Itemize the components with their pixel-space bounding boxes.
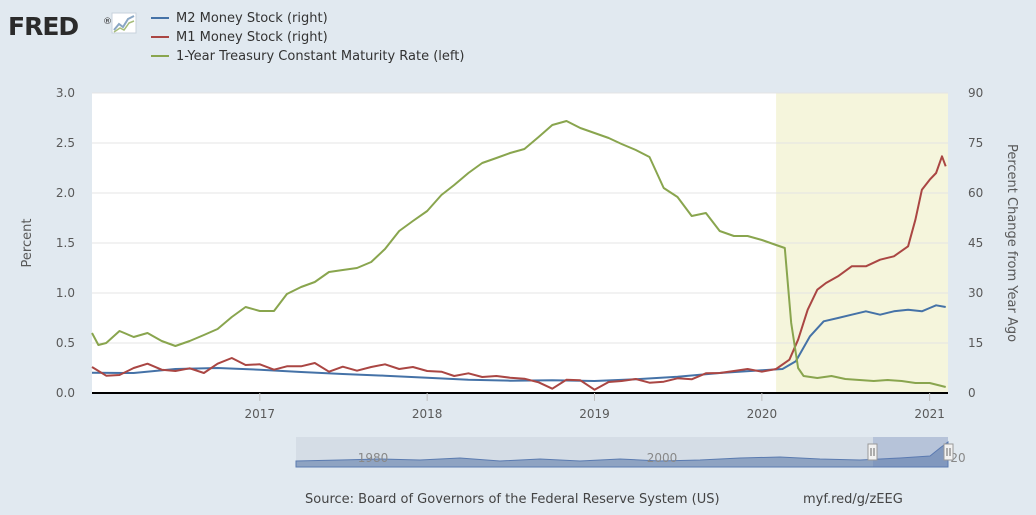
right-axis-title: Percent Change from Year Ago [1004,144,1019,342]
plot-area [91,92,948,394]
right-tick-label: 15 [968,336,983,350]
legend-label: M2 Money Stock (right) [176,11,328,26]
legend-label: 1-Year Treasury Constant Maturity Rate (… [176,49,464,64]
right-axis-ticks: 0 15 30 45 60 75 90 [968,86,983,400]
right-tick-label: 60 [968,186,983,200]
x-tick-label: 2019 [579,407,610,421]
fred-logo-text: FRED [8,12,78,41]
left-axis-ticks: 0.0 0.5 1.0 1.5 2.0 2.5 3.0 [56,86,75,400]
navigator-label-2000: 2000 [647,451,678,465]
left-tick-label: 3.0 [56,86,75,100]
registered-mark: ® [103,17,112,27]
series-line-1-year-treasury-constant-maturity-rate-left [91,120,946,388]
left-tick-label: 1.0 [56,286,75,300]
left-tick-label: 1.5 [56,236,75,250]
x-tick-label: 2018 [412,407,443,421]
range-navigator[interactable]: 1980 2000 20 [295,437,966,468]
right-tick-label: 75 [968,136,983,150]
navigator-right-handle[interactable] [943,443,954,461]
fred-logo[interactable]: FRED ® [8,12,137,41]
left-tick-label: 2.0 [56,186,75,200]
left-axis-title: Percent [20,219,35,268]
left-tick-label: 0.5 [56,336,75,350]
right-tick-label: 45 [968,236,983,250]
legend: M2 Money Stock (right) M1 Money Stock (ri… [151,11,464,64]
legend-item[interactable]: 1-Year Treasury Constant Maturity Rate (… [151,49,464,64]
series-lines [91,120,947,391]
navigator-selection[interactable] [873,437,948,467]
x-tick-label: 2021 [914,407,945,421]
x-tick-label: 2020 [747,407,778,421]
navigator-label-1980: 1980 [358,451,389,465]
series-line-m1-money-stock-right [91,155,947,391]
right-tick-label: 90 [968,86,983,100]
legend-label: M1 Money Stock (right) [176,30,328,45]
x-tick-label: 2017 [245,407,276,421]
right-tick-label: 0 [968,386,976,400]
legend-item[interactable]: M1 Money Stock (right) [151,30,328,45]
left-tick-label: 0.0 [56,386,75,400]
left-tick-label: 2.5 [56,136,75,150]
source-note: Source: Board of Governors of the Federa… [305,492,720,507]
legend-item[interactable]: M2 Money Stock (right) [151,11,328,26]
fred-logo-graph-icon [111,12,137,34]
navigator-left-handle[interactable] [867,443,878,461]
navigator-label-2020: 20 [950,451,965,465]
x-axis-ticks: 2017 2018 2019 2020 2021 [245,393,945,421]
right-tick-label: 30 [968,286,983,300]
short-url-link[interactable]: myf.red/g/zEEG [803,492,903,507]
